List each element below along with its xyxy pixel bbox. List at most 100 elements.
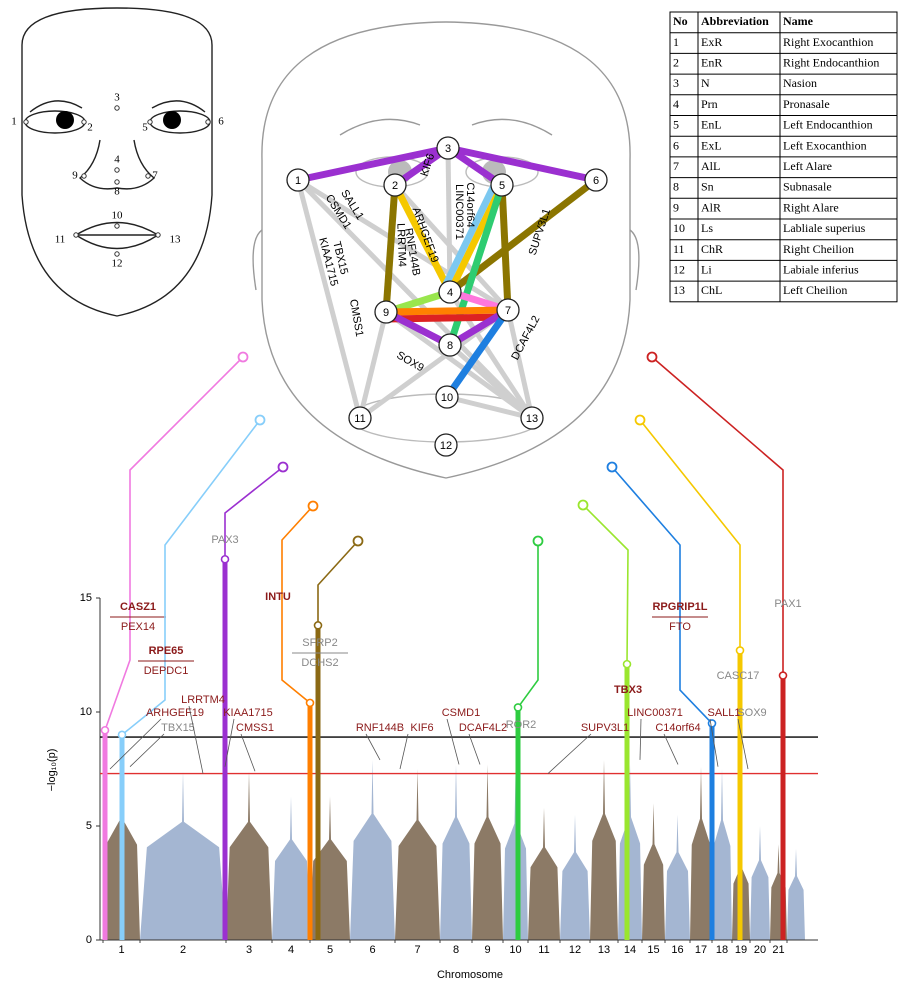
locus-endpoint	[577, 499, 589, 511]
node-label: 6	[593, 175, 599, 187]
chromosome-peak	[750, 826, 770, 940]
landmark-label: 2	[87, 122, 93, 134]
locus-connector	[104, 356, 244, 731]
locus-endpoint	[646, 351, 658, 363]
x-tick-label: 3	[246, 944, 252, 956]
x-axis-label: Chromosome	[437, 969, 503, 981]
node-label: 10	[441, 392, 453, 404]
pupil	[163, 111, 181, 129]
landmark-dot	[81, 119, 87, 125]
network-edge	[357, 311, 389, 419]
table-cell: Left Cheilion	[783, 283, 847, 297]
network-edge	[444, 307, 511, 400]
x-tick-label: 6	[369, 944, 375, 956]
table-cell: ExL	[701, 138, 722, 152]
table-cell: N	[701, 76, 710, 90]
landmark-dot	[155, 232, 161, 238]
table-cell: AlL	[701, 159, 720, 173]
table-cell: 8	[673, 180, 679, 194]
y-tick-label: 0	[86, 934, 92, 946]
edge-label: SOX9	[394, 349, 425, 374]
table-cell: 9	[673, 200, 679, 214]
annotation-label: KIF6	[410, 722, 433, 734]
chromosome-peak	[226, 771, 272, 940]
locus-column	[102, 730, 108, 940]
network-edge	[384, 309, 534, 421]
locus-sublabel: DCHS2	[301, 657, 338, 669]
x-tick-label: 11	[538, 944, 549, 956]
x-tick-label: 13	[598, 944, 610, 956]
annotation-label: CMSS1	[236, 722, 274, 734]
locus-column	[737, 650, 743, 940]
network-node	[496, 298, 520, 322]
annotation-pointer	[663, 733, 679, 765]
x-tick-label: 7	[414, 944, 420, 956]
x-tick-label: 10	[509, 944, 521, 956]
table-cell: Subnasale	[783, 180, 832, 194]
annotation-pointer	[129, 733, 165, 768]
landmark-label: 1	[11, 116, 17, 128]
x-tick-label: 4	[288, 944, 294, 956]
landmark-dot	[114, 251, 120, 257]
locus-connector	[651, 356, 784, 676]
annotation-pointer	[737, 718, 749, 770]
locus-label: RPE65	[149, 645, 184, 657]
table-cell: 6	[673, 138, 679, 152]
landmark-dot	[147, 119, 153, 125]
landmark-label: 12	[112, 258, 123, 270]
table-cell: ExR	[701, 35, 722, 49]
chromosome-peak	[350, 759, 395, 940]
table-cell: Left Exocanthion	[783, 138, 867, 152]
x-tick-label: 20	[754, 944, 766, 956]
node-label: 3	[445, 143, 451, 155]
node-label: 11	[354, 413, 365, 425]
landmark-label: 7	[152, 170, 158, 182]
network-edge	[393, 183, 510, 312]
locus-label: TBX3	[614, 684, 642, 696]
locus-column	[315, 625, 321, 940]
table-cell: Left Alare	[783, 159, 832, 173]
table-cell: Li	[701, 263, 712, 277]
network-node	[434, 433, 458, 457]
table-cell: Sn	[701, 180, 714, 194]
annotation-pointer	[446, 718, 460, 765]
table-cell: Labliale superius	[783, 221, 866, 235]
locus-connector	[517, 541, 539, 708]
annotation-pointer	[224, 718, 235, 767]
chromosome-peak	[712, 769, 732, 940]
network-node	[286, 168, 310, 192]
manhattan-plot: 1 2 3 4 5 6 7 8 9 10 11 12 13 14 15 16 17 18 19 20 21051015−…	[46, 351, 818, 981]
network-edge	[296, 177, 510, 313]
landmark-dot	[114, 223, 120, 229]
locus-lead	[513, 703, 523, 712]
table-cell: EnR	[701, 56, 722, 70]
annotation-pointer	[240, 733, 256, 772]
annotation-label: RNF144B	[356, 722, 404, 734]
network-node	[374, 300, 398, 324]
locus-connector	[582, 504, 629, 665]
locus-endpoint	[606, 461, 618, 473]
annotation-label: LINC00371	[627, 707, 683, 719]
node-label: 4	[447, 287, 453, 299]
network-edge	[505, 309, 535, 419]
node-label: 2	[392, 180, 398, 192]
chromosome-peak	[272, 796, 310, 940]
locus-connector	[224, 466, 284, 560]
locus-lead	[220, 554, 230, 564]
network-edge	[445, 147, 453, 293]
annotation-label: SOX9	[737, 707, 766, 719]
locus-lead	[305, 698, 315, 708]
locus-connector	[121, 419, 261, 736]
table-cell: 10	[673, 221, 685, 235]
landmark-dot	[205, 119, 211, 125]
locus-column	[515, 707, 521, 940]
locus-label: CASC17	[717, 670, 760, 682]
table-cell: 11	[673, 242, 685, 256]
network-edge	[296, 178, 534, 420]
annotation-pointer	[709, 718, 719, 767]
table-cell: Prn	[701, 97, 718, 111]
locus-label: RPGRIP1L	[652, 601, 707, 613]
chromosome-peak	[440, 764, 472, 940]
x-tick-label: 21	[772, 944, 784, 956]
